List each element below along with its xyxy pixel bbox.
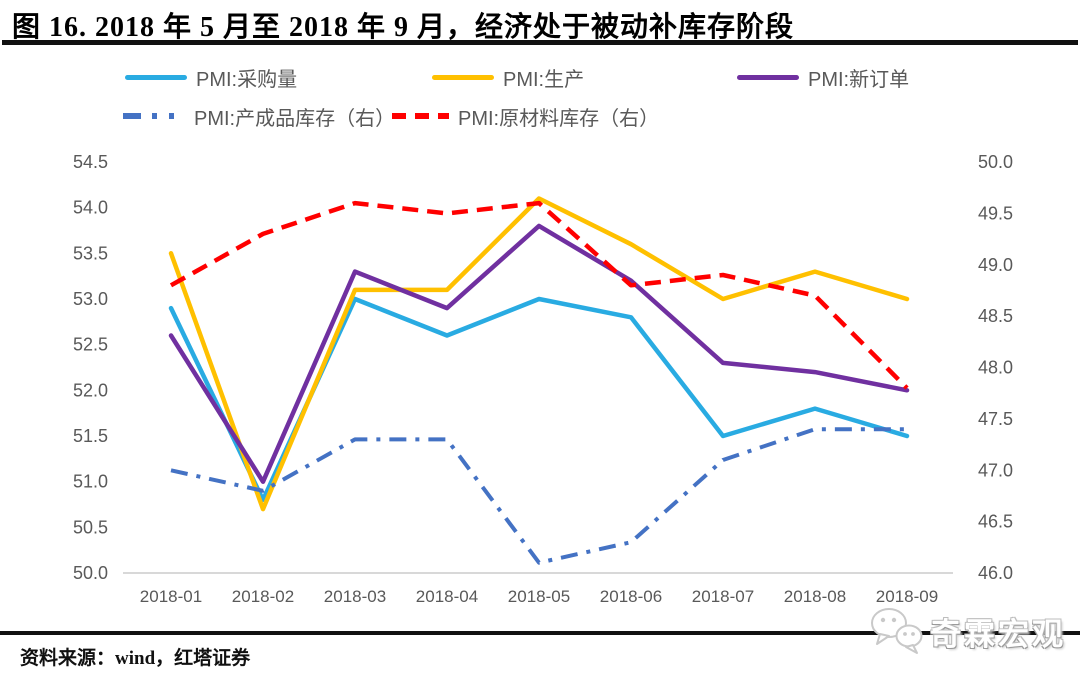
legend-label: PMI:原材料库存（右）	[458, 107, 660, 130]
y-axis-left-label: 50.0	[73, 563, 108, 583]
legend-swatch-dashdot	[123, 113, 185, 119]
y-axis-left-label: 52.5	[73, 335, 108, 355]
legend-label: PMI:产成品库存（右）	[194, 107, 396, 130]
x-axis-label: 2018-02	[232, 587, 294, 606]
legend-item: PMI:产成品库存（右）	[123, 103, 396, 130]
series-line-PMI:生产	[168, 196, 910, 512]
legend-swatch-dashed	[392, 113, 449, 119]
y-axis-right-label: 48.5	[978, 306, 1013, 326]
y-axis-left-label: 53.0	[73, 289, 108, 309]
y-axis-left-label: 51.0	[73, 472, 108, 492]
brand-watermark: 奇霖宏观	[868, 606, 1066, 656]
legend-item: PMI:采购量	[125, 64, 298, 91]
series-line-PMI:产成品库存（右）	[170, 427, 907, 565]
x-axis-label: 2018-07	[692, 587, 754, 606]
wechat-bubbles-icon	[871, 608, 923, 654]
y-axis-right-label: 46.5	[978, 512, 1013, 532]
y-axis-left-label: 52.0	[73, 380, 108, 400]
y-axis-right-label: 47.0	[978, 460, 1013, 480]
x-axis-label: 2018-01	[140, 587, 202, 606]
x-axis-label: 2018-03	[324, 587, 386, 606]
legend-label: PMI:采购量	[196, 68, 298, 91]
legend-swatch-solid	[737, 74, 799, 80]
y-axis-right-label: 48.0	[978, 358, 1013, 378]
figure-title: 图 16. 2018 年 5 月至 2018 年 9 月，经济处于被动补库存阶段	[12, 12, 795, 43]
legend-item: PMI:原材料库存（右）	[392, 103, 660, 130]
y-axis-right-label: 49.0	[978, 255, 1013, 275]
y-axis-right-label: 47.5	[978, 409, 1013, 429]
x-axis-label: 2018-04	[416, 587, 478, 606]
legend-swatch-solid	[125, 74, 187, 80]
y-axis-right-label: 46.0	[978, 563, 1013, 583]
y-axis-left-label: 50.5	[73, 517, 108, 537]
y-axis-left-label: 54.5	[73, 152, 108, 172]
legend-item: PMI:新订单	[737, 64, 910, 91]
legend-label: PMI:生产	[503, 68, 585, 91]
bottom-divider	[0, 631, 1080, 635]
legend-item: PMI:生产	[432, 64, 585, 91]
y-axis-right-label: 49.5	[978, 203, 1013, 223]
y-axis-left-label: 51.5	[73, 426, 108, 446]
y-axis-right-label: 50.0	[978, 152, 1013, 172]
series-line-PMI:原材料库存（右）	[169, 200, 909, 390]
legend-swatch-solid	[432, 74, 494, 80]
x-axis-label: 2018-05	[508, 587, 570, 606]
title-divider	[2, 40, 1078, 45]
source-note: 资料来源：wind，红塔证券	[20, 648, 251, 669]
brand-name: 奇霖宏观	[930, 616, 1066, 652]
x-axis-label: 2018-06	[600, 587, 662, 606]
x-axis-label: 2018-08	[784, 587, 846, 606]
legend-label: PMI:新订单	[808, 68, 910, 91]
x-axis-label: 2018-09	[876, 587, 938, 606]
y-axis-left-label: 53.5	[73, 243, 108, 263]
line-chart-canvas: 54.5 54.0 53.5 53.0 52.5 52.0 51.5 51.0 50.5 50.0…	[73, 152, 1013, 606]
y-axis-left-label: 54.0	[73, 198, 108, 218]
series-line-PMI:新订单	[168, 223, 910, 484]
